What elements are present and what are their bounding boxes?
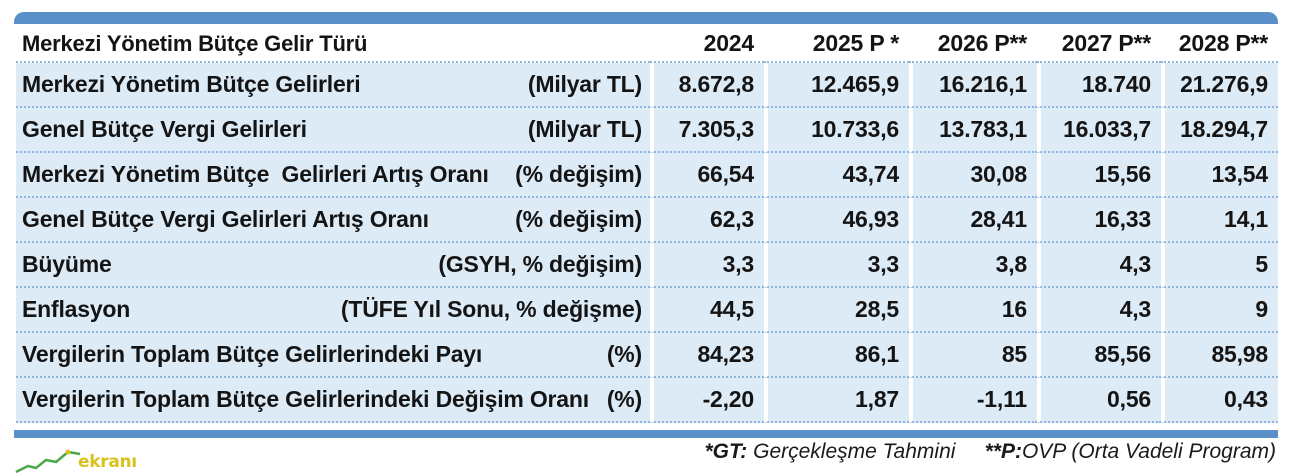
value-cell: 16.033,7 bbox=[1037, 108, 1161, 153]
row-label-cell: Genel Bütçe Vergi Gelirleri Artış Oranı … bbox=[16, 198, 650, 243]
row-unit: (Milyar TL) bbox=[527, 71, 642, 97]
header-year-2028: 2028 P** bbox=[1161, 26, 1278, 63]
row-label-cell: Merkezi Yönetim Bütçe Gelirleri Artış Or… bbox=[16, 153, 650, 198]
row-label-cell: Merkezi Yönetim Bütçe Gelirleri (Milyar … bbox=[16, 63, 650, 108]
row-unit: (%) bbox=[606, 386, 642, 412]
row-label: Genel Bütçe Vergi Gelirleri bbox=[22, 116, 307, 142]
value-cell: 21.276,9 bbox=[1161, 63, 1278, 108]
value-cell: 85,56 bbox=[1037, 333, 1161, 378]
row-label: Merkezi Yönetim Bütçe Gelirleri bbox=[22, 71, 361, 97]
value-cell: 4,3 bbox=[1037, 288, 1161, 333]
table-frame: Merkezi Yönetim Bütçe Gelir Türü 2024 20… bbox=[14, 12, 1278, 438]
row-label-cell: Vergilerin Toplam Bütçe Gelirlerindeki P… bbox=[16, 333, 650, 378]
value-cell: 43,74 bbox=[764, 153, 909, 198]
value-cell: 3,8 bbox=[909, 243, 1037, 288]
row-unit: (GSYH, % değişim) bbox=[438, 251, 642, 277]
footnote-p-key: **P: bbox=[984, 440, 1022, 463]
table-row: Vergilerin Toplam Bütçe Gelirlerindeki P… bbox=[16, 333, 1278, 378]
source-logo: ekranı bbox=[14, 446, 154, 474]
table-header-row: Merkezi Yönetim Bütçe Gelir Türü 2024 20… bbox=[16, 26, 1278, 63]
row-label: Enflasyon bbox=[22, 296, 131, 322]
value-cell: 1,87 bbox=[764, 378, 909, 423]
value-cell: 7.305,3 bbox=[650, 108, 764, 153]
value-cell: 10.733,6 bbox=[764, 108, 909, 153]
value-cell: 44,5 bbox=[650, 288, 764, 333]
value-cell: 13.783,1 bbox=[909, 108, 1037, 153]
row-label: Genel Bütçe Vergi Gelirleri Artış Oranı bbox=[22, 206, 429, 232]
budget-table: Merkezi Yönetim Bütçe Gelir Türü 2024 20… bbox=[16, 26, 1278, 430]
logo-text: ekranı bbox=[78, 452, 137, 472]
value-cell: 62,3 bbox=[650, 198, 764, 243]
row-label-cell: Enflasyon (TÜFE Yıl Sonu, % değişme) bbox=[16, 288, 650, 333]
top-accent-bar bbox=[14, 12, 1278, 24]
row-label: Merkezi Yönetim Bütçe Gelirleri Artış Or… bbox=[22, 161, 489, 187]
row-label: Vergilerin Toplam Bütçe Gelirlerindeki P… bbox=[22, 341, 483, 367]
footnote-p-text: OVP (Orta Vadeli Program) bbox=[1021, 440, 1276, 463]
value-cell: -1,11 bbox=[909, 378, 1037, 423]
value-cell: 3,3 bbox=[764, 243, 909, 288]
row-label: Büyüme bbox=[22, 251, 112, 277]
value-cell: 85 bbox=[909, 333, 1037, 378]
header-year-2027: 2027 P** bbox=[1037, 26, 1161, 63]
header-label: Merkezi Yönetim Bütçe Gelir Türü bbox=[16, 26, 650, 63]
value-cell: 4,3 bbox=[1037, 243, 1161, 288]
value-cell: 0,43 bbox=[1161, 378, 1278, 423]
table-row: Genel Bütçe Vergi Gelirleri (Milyar TL) … bbox=[16, 108, 1278, 153]
row-label: Vergilerin Toplam Bütçe Gelirlerindeki D… bbox=[22, 386, 589, 412]
value-cell: 28,5 bbox=[764, 288, 909, 333]
row-unit: (% değişim) bbox=[515, 161, 642, 187]
table-row: Vergilerin Toplam Bütçe Gelirlerindeki D… bbox=[16, 378, 1278, 423]
value-cell: -2,20 bbox=[650, 378, 764, 423]
value-cell: 18.294,7 bbox=[1161, 108, 1278, 153]
logo-graph-icon bbox=[15, 449, 81, 474]
row-unit: (% değişim) bbox=[515, 206, 642, 232]
value-cell: 30,08 bbox=[909, 153, 1037, 198]
row-unit: (%) bbox=[606, 341, 642, 367]
row-label-cell: Genel Bütçe Vergi Gelirleri (Milyar TL) bbox=[16, 108, 650, 153]
footnote-gt-key: *GT: bbox=[704, 440, 748, 463]
value-cell: 28,41 bbox=[909, 198, 1037, 243]
footnote-gt-text: Gerçekleşme Tahmini bbox=[753, 440, 956, 463]
footnote: *GT: Gerçekleşme Tahmini **P:OVP (Orta V… bbox=[704, 440, 1276, 464]
value-cell: 85,98 bbox=[1161, 333, 1278, 378]
value-cell: 16 bbox=[909, 288, 1037, 333]
value-cell: 8.672,8 bbox=[650, 63, 764, 108]
value-cell: 18.740 bbox=[1037, 63, 1161, 108]
row-unit: (TÜFE Yıl Sonu, % değişme) bbox=[340, 296, 642, 322]
value-cell: 86,1 bbox=[764, 333, 909, 378]
value-cell: 13,54 bbox=[1161, 153, 1278, 198]
header-year-2024: 2024 bbox=[650, 26, 764, 63]
value-cell: 0,56 bbox=[1037, 378, 1161, 423]
value-cell: 3,3 bbox=[650, 243, 764, 288]
value-cell: 14,1 bbox=[1161, 198, 1278, 243]
table-row: Enflasyon (TÜFE Yıl Sonu, % değişme) 44,… bbox=[16, 288, 1278, 333]
value-cell: 5 bbox=[1161, 243, 1278, 288]
value-cell: 46,93 bbox=[764, 198, 909, 243]
value-cell: 16.216,1 bbox=[909, 63, 1037, 108]
row-unit: (Milyar TL) bbox=[527, 116, 642, 142]
value-cell: 66,54 bbox=[650, 153, 764, 198]
value-cell: 9 bbox=[1161, 288, 1278, 333]
bottom-accent-bar bbox=[14, 430, 1278, 438]
value-cell: 16,33 bbox=[1037, 198, 1161, 243]
table-row: Büyüme (GSYH, % değişim) 3,3 3,3 3,8 4,3… bbox=[16, 243, 1278, 288]
table-row: Merkezi Yönetim Bütçe Gelirleri (Milyar … bbox=[16, 63, 1278, 108]
value-cell: 12.465,9 bbox=[764, 63, 909, 108]
header-year-2025: 2025 P * bbox=[764, 26, 909, 63]
row-label-cell: Büyüme (GSYH, % değişim) bbox=[16, 243, 650, 288]
table-row: Genel Bütçe Vergi Gelirleri Artış Oranı … bbox=[16, 198, 1278, 243]
value-cell: 15,56 bbox=[1037, 153, 1161, 198]
value-cell: 84,23 bbox=[650, 333, 764, 378]
row-label-cell: Vergilerin Toplam Bütçe Gelirlerindeki D… bbox=[16, 378, 650, 423]
table-row: Merkezi Yönetim Bütçe Gelirleri Artış Or… bbox=[16, 153, 1278, 198]
header-year-2026: 2026 P** bbox=[909, 26, 1037, 63]
